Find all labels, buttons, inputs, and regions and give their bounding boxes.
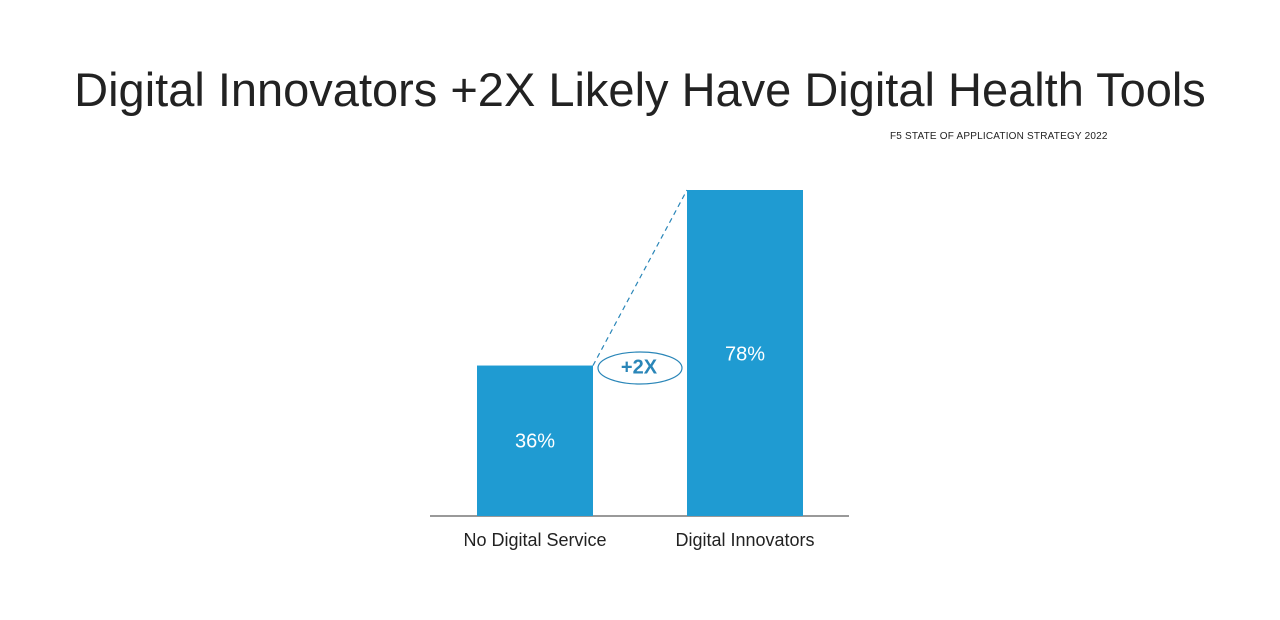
callout-label: +2X xyxy=(621,356,658,378)
callout-layer: +2X xyxy=(592,189,688,385)
category-label: No Digital Service xyxy=(463,530,606,550)
category-label: Digital Innovators xyxy=(675,530,814,550)
value-label: 36% xyxy=(515,430,555,452)
dashed-connector xyxy=(592,189,688,366)
bar-no-digital-service xyxy=(477,365,593,516)
bars-layer: 36% No Digital Service 78% Digital Innovato… xyxy=(463,190,815,550)
value-label: 78% xyxy=(725,343,765,365)
source-note: F5 STATE OF APPLICATION STRATEGY 2022 xyxy=(890,131,1108,142)
bar-digital-innovators xyxy=(687,190,803,516)
callout-ellipse xyxy=(597,351,683,385)
chart-title: Digital Innovators +2X Likely Have Digit… xyxy=(74,63,1206,116)
